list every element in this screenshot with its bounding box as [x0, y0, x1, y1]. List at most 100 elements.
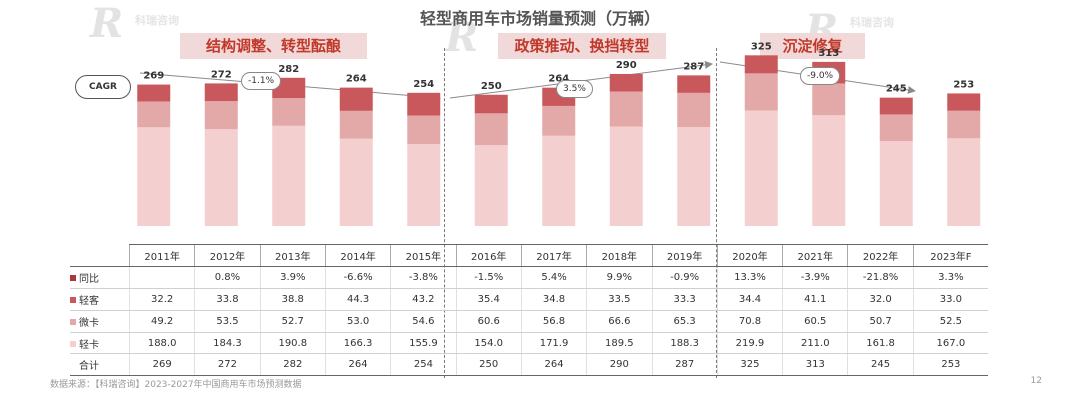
- table-row-light: 轻卡 188.0 184.3 190.8 166.3 155.9 154.0 171.9 189…: [70, 332, 988, 355]
- cell-light-6: 171.9: [520, 332, 587, 355]
- watermark-text-1: 科瑞咨询: [135, 14, 179, 27]
- cell-yoy-1: 0.8%: [194, 266, 261, 289]
- cell-total-9: 325: [716, 353, 783, 377]
- bar-mini-truck-4: [407, 115, 441, 145]
- bar-mini-truck-8: [677, 92, 711, 128]
- cell-total-8: 287: [651, 353, 718, 377]
- cell-light-3: 166.3: [324, 332, 391, 355]
- bar-chart: 269 272 282 264 254 250 264 290 287 325 313 245 253: [137, 41, 981, 226]
- cell-total-7: 290: [586, 353, 652, 377]
- cell-total-3: 264: [324, 353, 391, 377]
- watermark-logo-1: R: [90, 0, 124, 47]
- bar-light-bus-7: [609, 73, 643, 92]
- bar-light-truck-2: [272, 125, 306, 226]
- cell-mini-9: 70.8: [716, 310, 783, 333]
- cell-mini-3: 53.0: [324, 310, 391, 333]
- bar-light-bus-9: [744, 55, 778, 74]
- cell-total-2: 282: [259, 353, 326, 377]
- watermark-text-3: 科瑞咨询: [850, 16, 894, 29]
- cell-mini-2: 52.7: [259, 310, 326, 333]
- cell-total-10: 313: [782, 353, 848, 377]
- bar-mini-truck-7: [609, 91, 643, 127]
- cell-light-5: 154.0: [455, 332, 522, 355]
- bar-light-truck-9: [744, 110, 778, 226]
- row-label-yoy: 同比: [70, 266, 130, 289]
- chart-title: 轻型商用车市场销量预测（万辆）: [419, 9, 660, 28]
- cell-total-4: 254: [390, 353, 457, 377]
- cell-bus-10: 41.1: [782, 288, 848, 311]
- cell-yoy-8: -0.9%: [651, 266, 718, 289]
- watermark-logo-2: R: [445, 14, 479, 61]
- table-row-total: 合计 269 272 282 264 254 250 264 290 287 325 313 245 25…: [70, 353, 988, 377]
- total-label-0: 269: [143, 71, 164, 82]
- bar-light-truck-11: [879, 141, 913, 226]
- cell-bus-7: 33.5: [586, 288, 652, 311]
- table-row-yoy: 同比 0.8% 3.9% -6.6% -3.8% -1.5% 5.4% 9.9% -0.9% 13…: [70, 266, 988, 289]
- table-corner: [70, 244, 130, 267]
- cell-mini-6: 56.8: [520, 310, 587, 333]
- bar-mini-truck-3: [339, 110, 373, 139]
- bar-light-truck-8: [677, 127, 711, 226]
- column-header-9: 2020年: [716, 244, 783, 267]
- column-header-7: 2018年: [586, 244, 652, 267]
- cell-light-7: 189.5: [586, 332, 652, 355]
- cell-mini-7: 66.6: [586, 310, 652, 333]
- column-header-4: 2015年: [390, 244, 457, 267]
- footer-source: 数据来源：【科瑞咨询】2023-2027年中国商用车市场预测数据: [50, 380, 302, 390]
- cell-yoy-6: 5.4%: [520, 266, 587, 289]
- phase-label-2: 政策推动、换挡转型: [498, 33, 666, 59]
- cagr-label: CAGR: [75, 75, 131, 99]
- column-header-2: 2013年: [259, 244, 326, 267]
- total-label-11: 245: [886, 84, 907, 95]
- bar-light-truck-1: [204, 129, 238, 226]
- bar-mini-truck-6: [542, 105, 576, 136]
- column-header-12: 2023年F: [912, 244, 988, 267]
- cell-bus-8: 33.3: [651, 288, 718, 311]
- column-header-11: 2022年: [847, 244, 914, 267]
- total-label-3: 264: [346, 74, 367, 85]
- phase-divider-2: [716, 48, 717, 378]
- cell-bus-6: 34.8: [520, 288, 587, 311]
- cell-total-11: 245: [847, 353, 914, 377]
- cell-bus-0: 32.2: [128, 288, 195, 311]
- cell-yoy-0: [128, 266, 195, 289]
- cell-light-9: 219.9: [716, 332, 783, 355]
- phase-label-1: 结构调整、转型酝酿: [180, 33, 367, 59]
- cell-bus-11: 32.0: [847, 288, 914, 311]
- total-label-2: 282: [278, 64, 299, 75]
- row-label-mini: 微卡: [70, 310, 130, 333]
- total-label-12: 253: [953, 79, 974, 90]
- cell-mini-1: 53.5: [194, 310, 261, 333]
- cell-light-4: 155.9: [390, 332, 457, 355]
- cell-light-12: 167.0: [912, 332, 988, 355]
- cell-light-1: 184.3: [194, 332, 261, 355]
- total-labels: 269 272 282 264 254 250 264 290 287 325 313 245 253: [143, 41, 974, 94]
- legend-swatch-mini: [70, 318, 76, 325]
- cell-bus-4: 43.2: [390, 288, 457, 311]
- cell-yoy-3: -6.6%: [324, 266, 391, 289]
- cell-mini-0: 49.2: [128, 310, 195, 333]
- cell-yoy-5: -1.5%: [455, 266, 522, 289]
- cell-yoy-12: 3.3%: [912, 266, 988, 289]
- cell-total-5: 250: [455, 353, 522, 377]
- total-label-10: 313: [818, 48, 839, 59]
- row-label-bus: 轻客: [70, 288, 130, 311]
- bar-light-bus-11: [879, 97, 913, 115]
- cell-bus-12: 33.0: [912, 288, 988, 311]
- cagr-value-3: -9.0%: [800, 67, 841, 85]
- cell-bus-5: 35.4: [455, 288, 522, 311]
- cell-total-0: 269: [128, 353, 195, 377]
- bar-light-bus-0: [137, 84, 171, 102]
- bar-mini-truck-11: [879, 114, 913, 142]
- total-label-4: 254: [413, 79, 434, 90]
- bar-light-truck-6: [542, 135, 576, 226]
- cell-mini-5: 60.6: [455, 310, 522, 333]
- bar-mini-truck-2: [272, 98, 306, 126]
- total-label-6: 264: [548, 74, 569, 85]
- total-label-8: 287: [683, 61, 704, 72]
- bar-light-bus-8: [677, 75, 711, 93]
- bar-light-bus-4: [407, 92, 441, 116]
- cagr-value-1: -1.1%: [241, 72, 282, 90]
- cell-mini-11: 50.7: [847, 310, 914, 333]
- table-header-row: 2011年 2012年 2013年 2014年 2015年 2016年 2017年 2018年…: [70, 244, 988, 267]
